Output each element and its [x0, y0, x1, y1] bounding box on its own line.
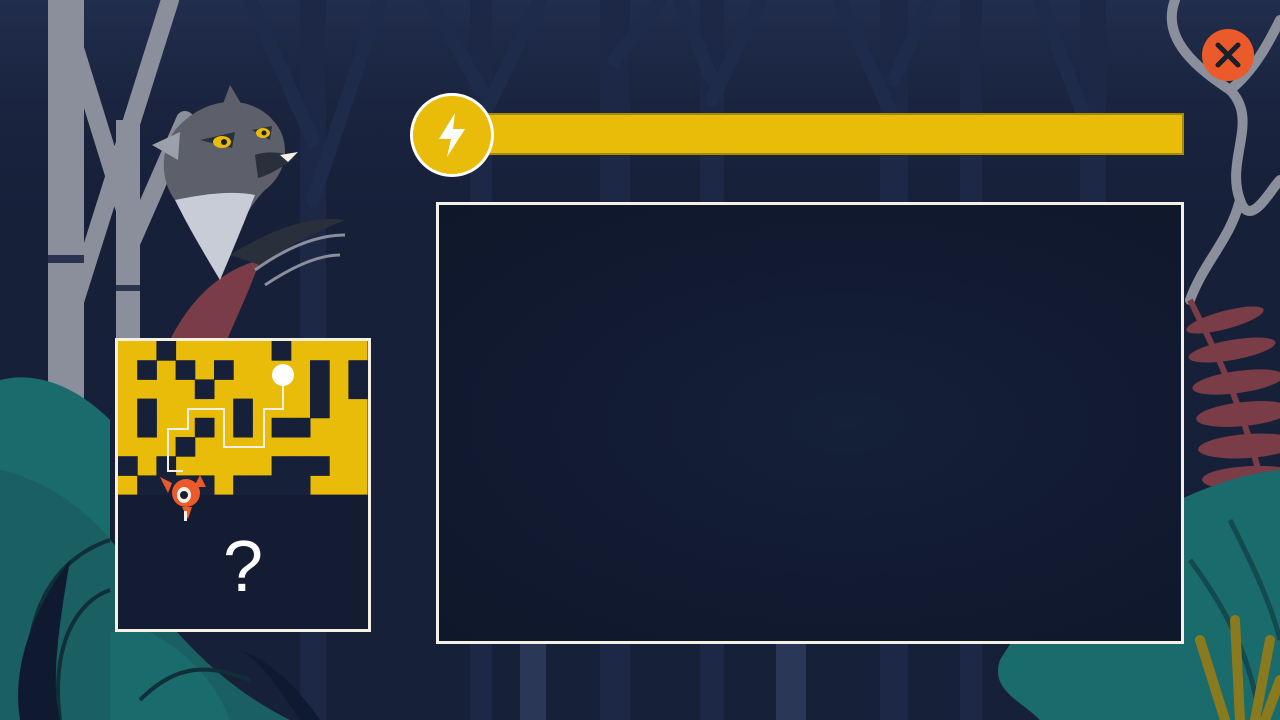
maze-wall	[348, 379, 368, 400]
maze-wall	[233, 398, 253, 419]
lightning-bolt-icon	[439, 113, 465, 157]
maze-wall	[271, 341, 292, 361]
main-play-panel[interactable]	[436, 202, 1184, 644]
maze-wall	[271, 456, 292, 476]
maze-wall	[137, 417, 157, 438]
maze-wall	[233, 417, 253, 438]
maze-wall	[252, 475, 273, 496]
energy-meter	[410, 92, 1186, 178]
close-icon	[1202, 29, 1254, 81]
maze-map	[118, 341, 368, 521]
mini-map-panel: ?	[115, 338, 371, 632]
goal-dot	[272, 364, 294, 386]
maze-wall	[156, 456, 177, 476]
energy-bar-fill	[476, 115, 1182, 153]
energy-bar-track	[474, 113, 1184, 155]
maze-wall	[214, 360, 234, 380]
maze-wall	[271, 417, 292, 438]
maze-wall	[137, 475, 157, 496]
maze-wall	[310, 456, 330, 476]
maze-wall	[290, 417, 311, 438]
maze-wall	[156, 341, 177, 361]
maze-wall	[194, 417, 215, 438]
wolf-character	[152, 85, 346, 345]
maze-wall	[118, 456, 138, 476]
maze-wall	[194, 379, 215, 400]
maze-wall	[233, 475, 253, 496]
maze-wall	[137, 398, 157, 419]
close-button[interactable]	[1202, 29, 1254, 81]
maze-wall	[290, 456, 311, 476]
traced-path	[167, 375, 284, 472]
maze-wall	[310, 360, 330, 380]
energy-badge	[410, 93, 494, 177]
maze-wall	[137, 360, 157, 380]
maze-wall	[310, 398, 330, 419]
unknown-marker: ?	[222, 527, 264, 607]
maze-wall	[175, 437, 196, 457]
fawn-icon	[160, 475, 206, 521]
maze-wall	[271, 475, 292, 496]
maze-wall	[348, 360, 368, 380]
maze-wall	[310, 379, 330, 400]
maze-wall	[290, 475, 311, 496]
maze-wall	[175, 360, 196, 380]
